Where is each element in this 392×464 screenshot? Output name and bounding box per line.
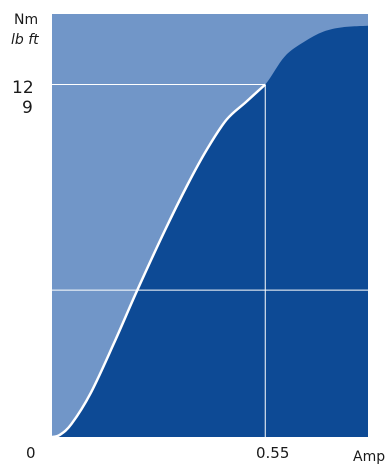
y-unit-secondary: lb ft <box>11 32 39 48</box>
torque-curve <box>51 83 267 439</box>
x-unit-label: Amp <box>353 449 385 464</box>
filled-area <box>52 25 368 437</box>
y-unit-primary: Nm <box>14 12 38 28</box>
x-tick-label: 0.55 <box>256 444 289 462</box>
y-tick-label: 12 <box>12 78 34 98</box>
x-tick-label: 0 <box>26 444 36 462</box>
y-tick-label: 9 <box>22 98 33 118</box>
